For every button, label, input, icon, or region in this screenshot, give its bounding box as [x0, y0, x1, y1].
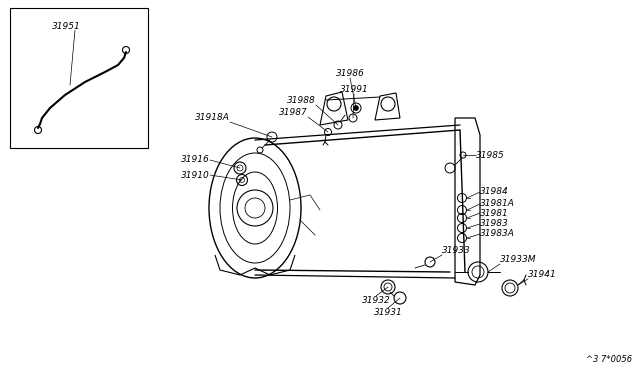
Text: 31988: 31988 — [287, 96, 316, 105]
Text: 31918A: 31918A — [195, 113, 230, 122]
Text: 31987: 31987 — [279, 108, 308, 117]
Text: 31916: 31916 — [181, 155, 210, 164]
Text: 31983: 31983 — [480, 219, 509, 228]
Bar — [10, 8, 148, 148]
Text: ^3 7*0056: ^3 7*0056 — [586, 355, 632, 364]
Text: 31932: 31932 — [362, 296, 390, 305]
Text: 31983A: 31983A — [480, 230, 515, 238]
Text: 31985: 31985 — [476, 151, 505, 160]
Text: 31951: 31951 — [52, 22, 81, 31]
Text: 31933: 31933 — [442, 246, 471, 255]
Text: 31984: 31984 — [480, 187, 509, 196]
Text: 31941: 31941 — [528, 270, 557, 279]
Text: 31910: 31910 — [181, 170, 210, 180]
Text: 31981: 31981 — [480, 208, 509, 218]
Text: 31933M: 31933M — [500, 255, 536, 264]
Circle shape — [353, 106, 358, 110]
Text: 31931: 31931 — [374, 308, 403, 317]
Text: 31986: 31986 — [335, 69, 364, 78]
Text: 31991: 31991 — [340, 85, 369, 94]
Text: 31981A: 31981A — [480, 199, 515, 208]
